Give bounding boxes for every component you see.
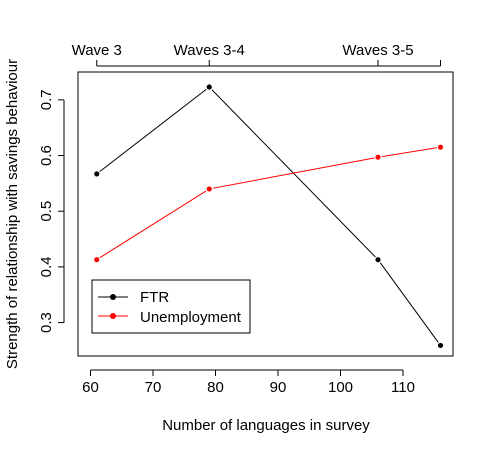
y-tick-label: 0.7 (38, 89, 55, 110)
data-point (205, 83, 214, 91)
data-point (374, 153, 382, 162)
y-tick-label: 0.4 (38, 256, 55, 277)
y-tick-label: 0.6 (38, 145, 55, 166)
series-line-1 (96, 146, 441, 261)
data-point (374, 255, 382, 264)
data-point (436, 341, 445, 350)
x-axis-title: Number of languages in survey (162, 417, 370, 434)
x-tick-label: 70 (145, 379, 162, 396)
top-tick-label: Wave 3 (72, 42, 122, 59)
data-point (436, 143, 445, 151)
x-tick-label: 100 (328, 379, 353, 396)
legend: FTR Unemployment (91, 279, 251, 334)
top-tick-label: Waves 3-5 (342, 42, 413, 59)
x-tick-label: 60 (82, 379, 99, 396)
y-tick-label: 0.5 (38, 201, 55, 222)
legend-label-ftr: FTR (140, 289, 169, 306)
y-axis-title: Strength of relationship with savings be… (4, 59, 21, 369)
legend-label-unemployment: Unemployment (140, 309, 242, 326)
top-tick-label: Waves 3-4 (174, 42, 245, 59)
axes-layer: 60 70 80 90 100 110 Wave 3 Waves 3-4 Waves 3-5 0.… (38, 42, 441, 396)
legend-marker-ftr (110, 294, 116, 300)
plot-frame (77, 71, 454, 357)
legend-box (91, 279, 251, 334)
x-tick-label: 90 (270, 379, 287, 396)
x-tick-label: 110 (391, 379, 415, 396)
data-point (205, 185, 214, 193)
data-point (92, 255, 101, 264)
series-layer (92, 83, 445, 350)
y-tick-label: 0.3 (38, 312, 55, 333)
x-tick-label: 80 (207, 379, 224, 396)
data-point (92, 170, 101, 178)
legend-marker-unemployment (110, 313, 116, 319)
